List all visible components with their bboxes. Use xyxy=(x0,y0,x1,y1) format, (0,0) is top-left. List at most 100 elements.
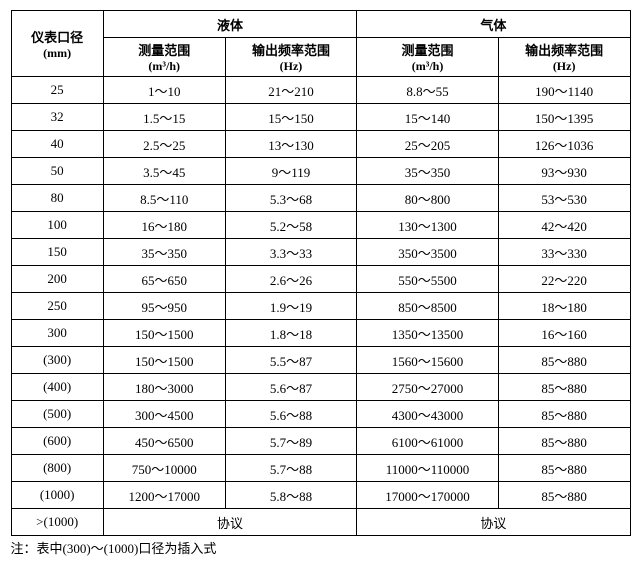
cell-diameter: (400) xyxy=(11,374,103,401)
table-row: 15035～3503.3～33350～350033～330 xyxy=(11,239,630,266)
table-row: 402.5～2513～13025～205126～1036 xyxy=(11,131,630,158)
cell-liquid-range: 1200～17000 xyxy=(103,482,225,509)
header-gas-range-label: 测量范围 xyxy=(361,40,494,59)
header-gas-freq-unit: (Hz) xyxy=(503,59,626,74)
cell-liquid-freq: 5.6～88 xyxy=(225,401,357,428)
cell-liquid-freq: 5.7～88 xyxy=(225,455,357,482)
cell-liquid-range: 3.5～45 xyxy=(103,158,225,185)
cell-gas-freq: 85～880 xyxy=(498,455,630,482)
cell-diameter: (300) xyxy=(11,347,103,374)
cell-gas-freq: 33～330 xyxy=(498,239,630,266)
cell-gas-range: 4300～43000 xyxy=(357,401,499,428)
cell-gas-freq: 16～160 xyxy=(498,320,630,347)
cell-diameter: 80 xyxy=(11,185,103,212)
cell-gas-agreement: 协议 xyxy=(357,509,630,536)
table-row: 321.5～1515～15015～140150～1395 xyxy=(11,104,630,131)
cell-liquid-range: 1.5～15 xyxy=(103,104,225,131)
cell-liquid-range: 180～3000 xyxy=(103,374,225,401)
cell-gas-freq: 53～530 xyxy=(498,185,630,212)
cell-diameter: 250 xyxy=(11,293,103,320)
header-liquid-range: 测量范围 (m³/h) xyxy=(103,38,225,77)
header-liquid-range-label: 测量范围 xyxy=(108,40,221,59)
cell-gas-freq: 85～880 xyxy=(498,401,630,428)
cell-liquid-freq: 5.5～87 xyxy=(225,347,357,374)
cell-liquid-range: 750～10000 xyxy=(103,455,225,482)
cell-liquid-range: 16～180 xyxy=(103,212,225,239)
cell-liquid-range: 2.5～25 xyxy=(103,131,225,158)
cell-diameter: >(1000) xyxy=(11,509,103,536)
cell-liquid-range: 8.5～110 xyxy=(103,185,225,212)
cell-liquid-freq: 1.8～18 xyxy=(225,320,357,347)
cell-liquid-freq: 13～130 xyxy=(225,131,357,158)
header-liquid-freq-label: 输出频率范围 xyxy=(230,40,353,59)
cell-liquid-freq: 5.7～89 xyxy=(225,428,357,455)
cell-gas-range: 11000～110000 xyxy=(357,455,499,482)
cell-liquid-range: 300～4500 xyxy=(103,401,225,428)
table-row: (800)750～100005.7～8811000～11000085～880 xyxy=(11,455,630,482)
cell-diameter: 40 xyxy=(11,131,103,158)
table-row: 10016～1805.2～58130～130042～420 xyxy=(11,212,630,239)
cell-liquid-range: 35～350 xyxy=(103,239,225,266)
cell-diameter: 32 xyxy=(11,104,103,131)
header-gas-range: 测量范围 (m³/h) xyxy=(357,38,499,77)
cell-gas-freq: 22～220 xyxy=(498,266,630,293)
cell-diameter: 200 xyxy=(11,266,103,293)
cell-liquid-freq: 9～119 xyxy=(225,158,357,185)
cell-gas-freq: 190～1140 xyxy=(498,77,630,104)
table-row: (1000)1200～170005.8～8817000～17000085～880 xyxy=(11,482,630,509)
table-header: 仪表口径 (mm) 液体 气体 测量范围 (m³/h) 输出频率范围 (Hz) … xyxy=(11,11,630,77)
header-gas-range-unit: (m³/h) xyxy=(361,59,494,74)
table-row: (400)180～30005.6～872750～2700085～880 xyxy=(11,374,630,401)
cell-liquid-freq: 2.6～26 xyxy=(225,266,357,293)
cell-gas-range: 6100～61000 xyxy=(357,428,499,455)
cell-liquid-freq: 5.3～68 xyxy=(225,185,357,212)
footnote: 注：表中(300)～(1000)口径为插入式 xyxy=(11,538,631,557)
cell-gas-freq: 85～880 xyxy=(498,374,630,401)
cell-gas-freq: 126～1036 xyxy=(498,131,630,158)
cell-diameter: 300 xyxy=(11,320,103,347)
table-row: 20065～6502.6～26550～550022～220 xyxy=(11,266,630,293)
table-row: (600)450～65005.7～896100～6100085～880 xyxy=(11,428,630,455)
header-diameter-unit: (mm) xyxy=(16,46,99,61)
cell-gas-range: 25～205 xyxy=(357,131,499,158)
header-gas: 气体 xyxy=(357,11,630,38)
table-row: 251～1021～2108.8～55190～1140 xyxy=(11,77,630,104)
cell-gas-freq: 85～880 xyxy=(498,428,630,455)
table-row-last: >(1000)协议协议 xyxy=(11,509,630,536)
cell-gas-range: 350～3500 xyxy=(357,239,499,266)
cell-diameter: 25 xyxy=(11,77,103,104)
cell-liquid-freq: 3.3～33 xyxy=(225,239,357,266)
cell-gas-range: 80～800 xyxy=(357,185,499,212)
cell-diameter: (800) xyxy=(11,455,103,482)
cell-liquid-range: 1～10 xyxy=(103,77,225,104)
cell-liquid-freq: 15～150 xyxy=(225,104,357,131)
cell-diameter: (600) xyxy=(11,428,103,455)
cell-liquid-freq: 5.6～87 xyxy=(225,374,357,401)
cell-liquid-range: 65～650 xyxy=(103,266,225,293)
cell-gas-freq: 85～880 xyxy=(498,347,630,374)
table-body: 251～1021～2108.8～55190～1140321.5～1515～150… xyxy=(11,77,630,536)
cell-gas-freq: 18～180 xyxy=(498,293,630,320)
header-gas-freq: 输出频率范围 (Hz) xyxy=(498,38,630,77)
header-liquid: 液体 xyxy=(103,11,356,38)
table-row: 25095～9501.9～19850～850018～180 xyxy=(11,293,630,320)
table-row: (500)300～45005.6～884300～4300085～880 xyxy=(11,401,630,428)
cell-gas-freq: 42～420 xyxy=(498,212,630,239)
table-row: 503.5～459～11935～35093～930 xyxy=(11,158,630,185)
cell-liquid-range: 150～1500 xyxy=(103,347,225,374)
cell-gas-range: 1560～15600 xyxy=(357,347,499,374)
cell-liquid-freq: 5.8～88 xyxy=(225,482,357,509)
cell-gas-range: 35～350 xyxy=(357,158,499,185)
cell-gas-range: 2750～27000 xyxy=(357,374,499,401)
header-gas-freq-label: 输出频率范围 xyxy=(503,40,626,59)
header-diameter-label: 仪表口径 xyxy=(16,27,99,46)
cell-diameter: 100 xyxy=(11,212,103,239)
cell-gas-range: 17000～170000 xyxy=(357,482,499,509)
cell-diameter: (1000) xyxy=(11,482,103,509)
cell-gas-freq: 150～1395 xyxy=(498,104,630,131)
cell-liquid-freq: 1.9～19 xyxy=(225,293,357,320)
cell-gas-range: 130～1300 xyxy=(357,212,499,239)
cell-gas-range: 8.8～55 xyxy=(357,77,499,104)
header-liquid-freq-unit: (Hz) xyxy=(230,59,353,74)
cell-liquid-freq: 21～210 xyxy=(225,77,357,104)
